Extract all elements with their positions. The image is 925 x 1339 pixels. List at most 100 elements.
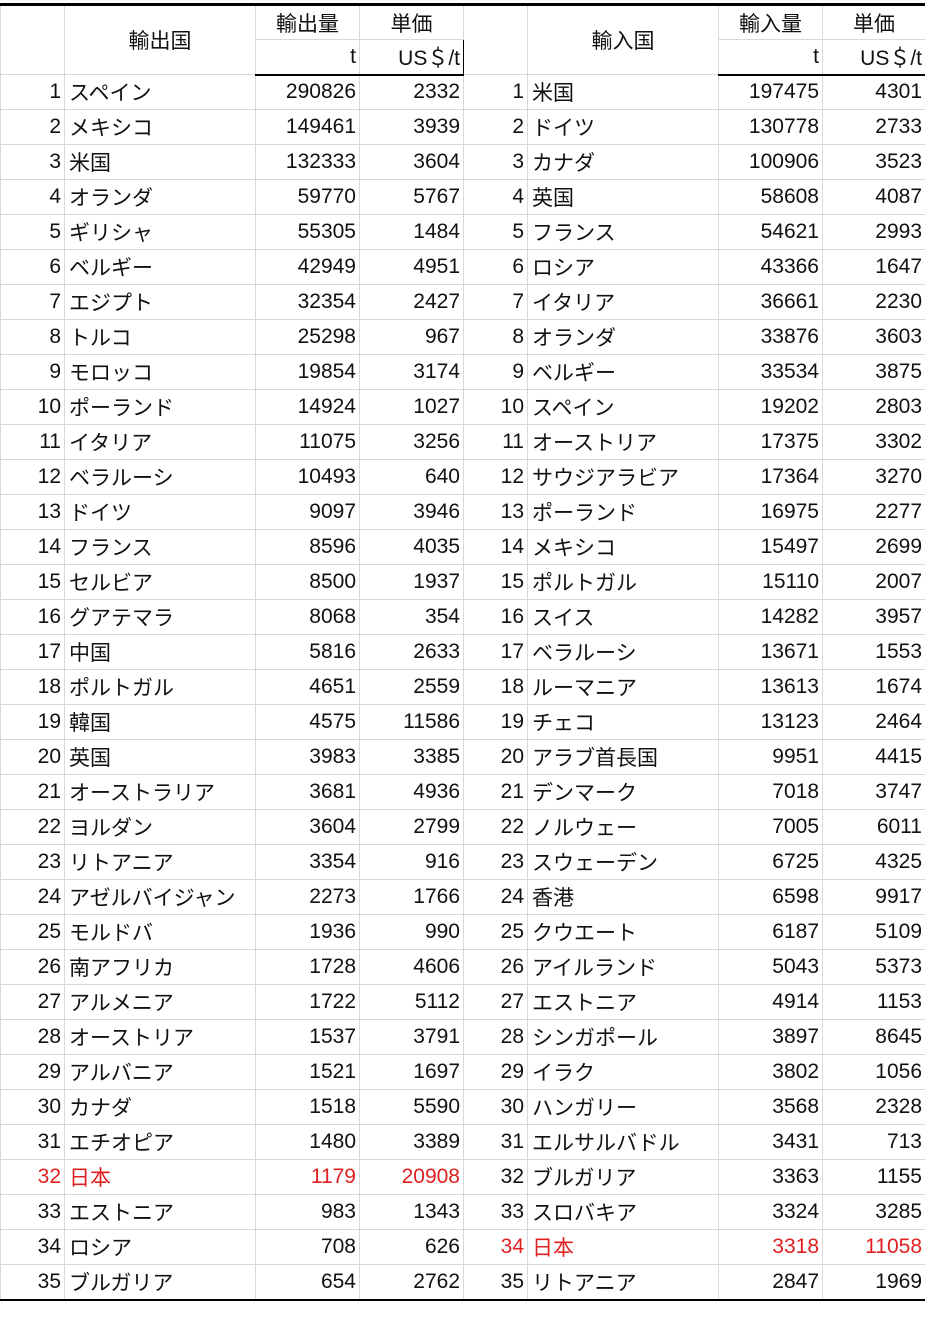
- export-rank-cell: 4: [0, 179, 65, 215]
- export-unit-price-cell: 2799: [359, 809, 464, 845]
- table-row: 29 アルバニア 1521 1697 29 イラク 3802 1056: [0, 1054, 925, 1090]
- export-rank-cell: 22: [0, 809, 65, 845]
- export-country-cell: ヨルダン: [64, 809, 256, 845]
- export-qty-header: 輸出量: [255, 3, 360, 40]
- import-rank-cell: 25: [463, 914, 528, 950]
- export-unit-price-cell: 3256: [359, 424, 464, 460]
- import-country-cell: オランダ: [527, 319, 719, 355]
- import-country-cell: リトアニア: [527, 1264, 719, 1301]
- import-country-cell: ベラルーシ: [527, 634, 719, 670]
- export-country-cell: ポルトガル: [64, 669, 256, 705]
- import-rank-cell: 23: [463, 844, 528, 880]
- export-quantity-cell: 9097: [255, 494, 360, 530]
- import-country-cell: アイルランド: [527, 949, 719, 985]
- table-row: 31 エチオピア 1480 3389 31 エルサルバドル 3431 713: [0, 1124, 925, 1160]
- import-rank-cell: 35: [463, 1264, 528, 1301]
- import-quantity-cell: 15497: [718, 529, 823, 565]
- import-rank-cell: 10: [463, 389, 528, 425]
- import-country-cell: メキシコ: [527, 529, 719, 565]
- export-rank-cell: 15: [0, 564, 65, 600]
- import-quantity-cell: 58608: [718, 179, 823, 215]
- import-unit-price-cell: 9917: [822, 879, 925, 915]
- export-unit-price-cell: 4951: [359, 249, 464, 285]
- import-unit-price-cell: 2699: [822, 529, 925, 565]
- export-rank-cell: 31: [0, 1124, 65, 1160]
- import-quantity-cell: 33876: [718, 319, 823, 355]
- import-quantity-cell: 4914: [718, 984, 823, 1020]
- import-country-cell: チェコ: [527, 704, 719, 740]
- import-country-cell: クウエート: [527, 914, 719, 950]
- export-country-cell: エチオピア: [64, 1124, 256, 1160]
- export-country-cell: 日本: [64, 1159, 256, 1195]
- export-unit-price-cell: 2559: [359, 669, 464, 705]
- import-unit-price-cell: 3747: [822, 774, 925, 810]
- import-quantity-cell: 6187: [718, 914, 823, 950]
- import-quantity-cell: 43366: [718, 249, 823, 285]
- import-rank-cell: 14: [463, 529, 528, 565]
- import-quantity-cell: 130778: [718, 109, 823, 145]
- import-rank-cell: 26: [463, 949, 528, 985]
- import-quantity-cell: 3324: [718, 1194, 823, 1230]
- import-rank-cell: 7: [463, 284, 528, 320]
- import-rank-cell: 5: [463, 214, 528, 250]
- import-country-cell: オーストリア: [527, 424, 719, 460]
- table-row: 13 ドイツ 9097 3946 13 ポーランド 16975 2277: [0, 494, 925, 530]
- import-unit-price-cell: 6011: [822, 809, 925, 845]
- table-body: 1 スペイン 290826 2332 1 米国 197475 4301 2 メキシコ 149461 3…: [0, 74, 925, 1301]
- export-quantity-cell: 4651: [255, 669, 360, 705]
- import-quantity-cell: 197475: [718, 74, 823, 110]
- table-row: 10 ポーランド 14924 1027 10 スペイン 19202 2803: [0, 389, 925, 425]
- export-quantity-cell: 983: [255, 1194, 360, 1230]
- import-country-cell: ベルギー: [527, 354, 719, 390]
- export-rank-cell: 19: [0, 704, 65, 740]
- table-row: 24 アゼルバイジャン 2273 1766 24 香港 6598 9917: [0, 879, 925, 915]
- export-unit-price-cell: 5767: [359, 179, 464, 215]
- import-unit-price-cell: 5373: [822, 949, 925, 985]
- export-quantity-cell: 8068: [255, 599, 360, 635]
- import-country-cell: ポルトガル: [527, 564, 719, 600]
- export-unit-price-cell: 3604: [359, 144, 464, 180]
- export-unit-price-cell: 1766: [359, 879, 464, 915]
- export-country-cell: 米国: [64, 144, 256, 180]
- export-qty-unit: t: [255, 39, 360, 76]
- table-row: 16 グアテマラ 8068 354 16 スイス 14282 3957: [0, 599, 925, 635]
- export-unit-price-cell: 4936: [359, 774, 464, 810]
- import-unit-price-cell: 1056: [822, 1054, 925, 1090]
- import-rank-cell: 19: [463, 704, 528, 740]
- table-row: 2 メキシコ 149461 3939 2 ドイツ 130778 2733: [0, 109, 925, 145]
- import-unit-price-cell: 1155: [822, 1159, 925, 1195]
- export-rank-cell: 21: [0, 774, 65, 810]
- export-rank-cell: 33: [0, 1194, 65, 1230]
- export-rank-cell: 30: [0, 1089, 65, 1125]
- import-rank-cell: 29: [463, 1054, 528, 1090]
- export-quantity-cell: 654: [255, 1264, 360, 1301]
- table-row: 30 カナダ 1518 5590 30 ハンガリー 3568 2328: [0, 1089, 925, 1125]
- import-country-cell: ポーランド: [527, 494, 719, 530]
- import-rank-cell: 17: [463, 634, 528, 670]
- table-row: 11 イタリア 11075 3256 11 オーストリア 17375 3302: [0, 424, 925, 460]
- table-row: 4 オランダ 59770 5767 4 英国 58608 4087: [0, 179, 925, 215]
- export-quantity-cell: 42949: [255, 249, 360, 285]
- import-unit-price-cell: 4087: [822, 179, 925, 215]
- table-row: 27 アルメニア 1722 5112 27 エストニア 4914 1153: [0, 984, 925, 1020]
- import-country-cell: 英国: [527, 179, 719, 215]
- export-unit-price-cell: 5112: [359, 984, 464, 1020]
- import-unit-price-cell: 3603: [822, 319, 925, 355]
- import-quantity-cell: 17364: [718, 459, 823, 495]
- export-rank-cell: 18: [0, 669, 65, 705]
- export-unit-price-cell: 4606: [359, 949, 464, 985]
- export-rank-cell: 9: [0, 354, 65, 390]
- import-country-cell: イタリア: [527, 284, 719, 320]
- import-country-cell: ドイツ: [527, 109, 719, 145]
- export-country-cell: モルドバ: [64, 914, 256, 950]
- export-rank-cell: 14: [0, 529, 65, 565]
- export-country-cell: モロッコ: [64, 354, 256, 390]
- import-country-cell: ブルガリア: [527, 1159, 719, 1195]
- export-unit-price-cell: 5590: [359, 1089, 464, 1125]
- import-rank-cell: 16: [463, 599, 528, 635]
- import-rank-cell: 18: [463, 669, 528, 705]
- table-row: 12 ベラルーシ 10493 640 12 サウジアラビア 17364 3270: [0, 459, 925, 495]
- export-country-cell: 英国: [64, 739, 256, 775]
- import-country-cell: 米国: [527, 74, 719, 110]
